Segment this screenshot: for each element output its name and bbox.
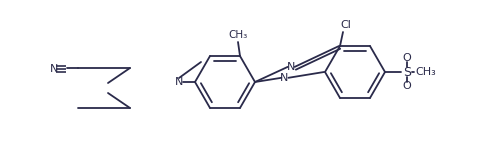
Text: O: O	[403, 53, 412, 63]
Text: N: N	[175, 77, 183, 87]
Text: O: O	[403, 81, 412, 91]
Text: Cl: Cl	[341, 20, 351, 30]
Text: CH₃: CH₃	[228, 30, 247, 40]
Text: N: N	[287, 62, 295, 72]
Text: N: N	[280, 73, 289, 83]
Text: CH₃: CH₃	[415, 67, 436, 77]
Text: S: S	[403, 66, 411, 78]
Text: N: N	[50, 64, 58, 74]
